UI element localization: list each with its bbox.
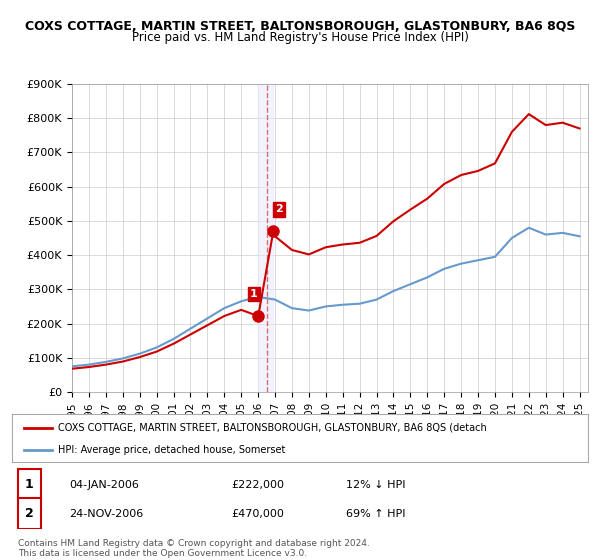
Text: £222,000: £222,000 bbox=[231, 480, 284, 490]
Text: 12% ↓ HPI: 12% ↓ HPI bbox=[346, 480, 406, 490]
Text: COXS COTTAGE, MARTIN STREET, BALTONSBOROUGH, GLASTONBURY, BA6 8QS (detach: COXS COTTAGE, MARTIN STREET, BALTONSBORO… bbox=[58, 423, 487, 433]
FancyBboxPatch shape bbox=[18, 498, 41, 529]
Text: 2: 2 bbox=[275, 204, 283, 214]
Text: 24-NOV-2006: 24-NOV-2006 bbox=[70, 508, 144, 519]
Text: 2: 2 bbox=[25, 507, 34, 520]
Text: Contains HM Land Registry data © Crown copyright and database right 2024.
This d: Contains HM Land Registry data © Crown c… bbox=[18, 539, 370, 558]
Text: Price paid vs. HM Land Registry's House Price Index (HPI): Price paid vs. HM Land Registry's House … bbox=[131, 31, 469, 44]
Bar bbox=[258, 84, 274, 392]
Text: HPI: Average price, detached house, Somerset: HPI: Average price, detached house, Some… bbox=[58, 445, 286, 455]
FancyBboxPatch shape bbox=[18, 469, 41, 500]
Text: 04-JAN-2006: 04-JAN-2006 bbox=[70, 480, 139, 490]
Text: 69% ↑ HPI: 69% ↑ HPI bbox=[346, 508, 406, 519]
Text: 1: 1 bbox=[25, 478, 34, 491]
Text: 1: 1 bbox=[250, 289, 257, 299]
Text: £470,000: £470,000 bbox=[231, 508, 284, 519]
Text: COXS COTTAGE, MARTIN STREET, BALTONSBOROUGH, GLASTONBURY, BA6 8QS: COXS COTTAGE, MARTIN STREET, BALTONSBORO… bbox=[25, 20, 575, 32]
